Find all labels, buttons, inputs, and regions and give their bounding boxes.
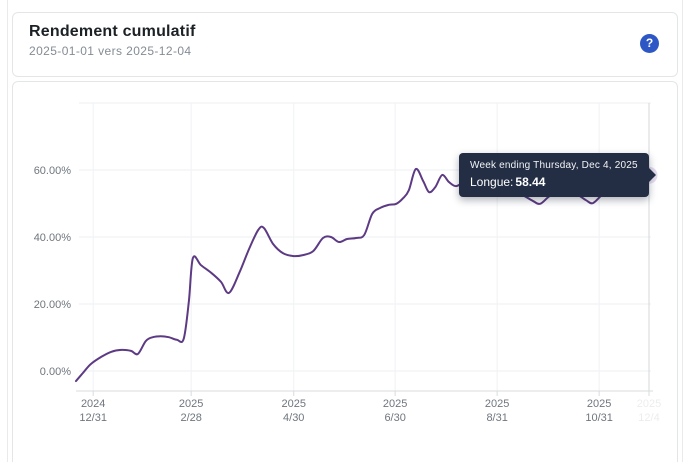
tooltip-date: Week ending Thursday, Dec 4, 2025 xyxy=(470,160,638,171)
x-tick-year-label: 2025 xyxy=(179,398,203,410)
x-tick-year-label: 2025 xyxy=(587,398,611,410)
tooltip-series-label: Longue: xyxy=(470,175,514,189)
chart-tooltip: Week ending Thursday, Dec 4, 2025 Longue… xyxy=(459,153,656,197)
x-tick-date-label: 8/31 xyxy=(486,412,507,424)
cumulative-return-chart[interactable]: 0.00% 20.00% 40.00% 60.00% 2024 12/31 2025 2/28… xyxy=(13,82,677,461)
hover-tick-date-label: 12/4 xyxy=(638,412,659,424)
x-tick-date-label: 10/31 xyxy=(585,412,613,424)
chart-card: 0.00% 20.00% 40.00% 60.00% 2024 12/31 2025 2/28… xyxy=(12,81,678,462)
x-tick-date-label: 4/30 xyxy=(283,412,304,424)
y-tick-label: 0.00% xyxy=(40,366,71,378)
header-card: Rendement cumulatif 2025-01-01 vers 2025… xyxy=(12,12,678,77)
x-tick-year-label: 2024 xyxy=(81,398,105,410)
x-tick-year-label: 2025 xyxy=(485,398,509,410)
date-range-subtitle: 2025-01-01 vers 2025-12-04 xyxy=(29,44,192,58)
tooltip-value: 58.44 xyxy=(515,175,546,189)
x-tick-date-label: 2/28 xyxy=(180,412,201,424)
tooltip-arrow xyxy=(648,168,656,182)
question-mark-icon: ? xyxy=(645,36,654,50)
y-tick-label: 20.00% xyxy=(34,299,72,311)
page-title: Rendement cumulatif xyxy=(29,23,196,40)
help-button[interactable]: ? xyxy=(640,34,659,53)
x-tick-date-label: 6/30 xyxy=(384,412,405,424)
x-tick-year-label: 2025 xyxy=(383,398,407,410)
y-tick-label: 60.00% xyxy=(34,165,72,177)
page-container xyxy=(7,0,683,462)
tooltip-value-row: Longue: 58.44 xyxy=(470,175,638,189)
x-tick-date-label: 12/31 xyxy=(79,412,107,424)
hover-tick-label-group: 2025 12/4 xyxy=(637,398,661,424)
y-tick-label: 40.00% xyxy=(34,232,72,244)
series-line xyxy=(75,167,650,383)
hover-tick-year-label: 2025 xyxy=(637,398,661,410)
x-tick-year-label: 2025 xyxy=(281,398,305,410)
